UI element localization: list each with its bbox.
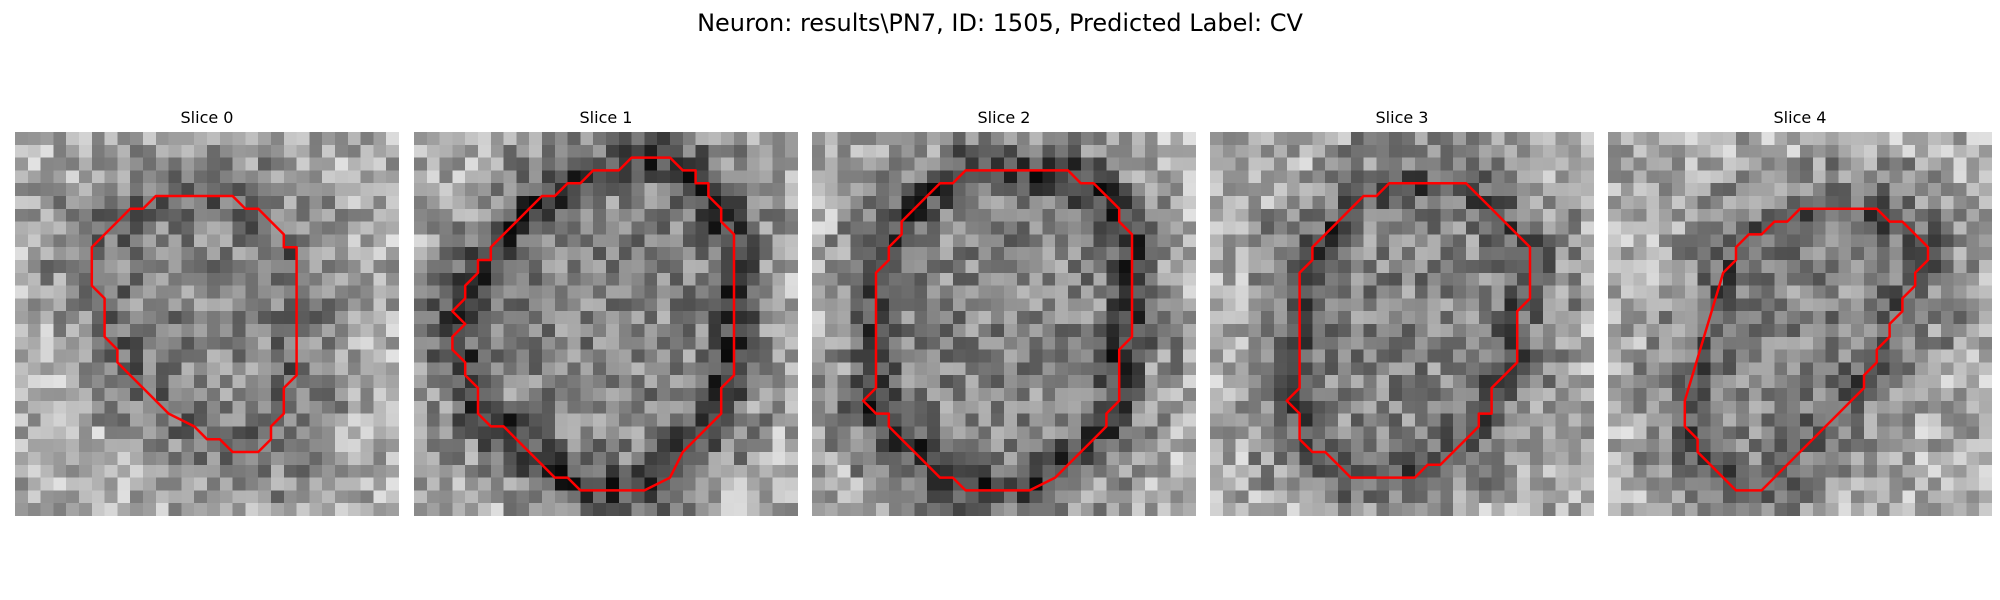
slice-title: Slice 4: [1773, 108, 1827, 127]
segmentation-contour: [1285, 181, 1532, 479]
figure-title: Neuron: results\PN7, ID: 1505, Predicted…: [697, 9, 1303, 37]
grayscale-micrograph: [1210, 132, 1594, 516]
contour-line: [1285, 181, 1532, 479]
slice-title: Slice 2: [977, 108, 1031, 127]
slice-image: [812, 132, 1196, 516]
slice-panel-2: Slice 2: [812, 108, 1196, 516]
contour-line: [861, 169, 1134, 492]
segmentation-contour: [861, 169, 1134, 492]
slice-panel-4: Slice 4: [1608, 108, 1992, 516]
contour-line: [451, 156, 736, 492]
slice-panel-0: Slice 0: [15, 108, 399, 516]
slice-image: [15, 132, 399, 516]
slice-title: Slice 0: [180, 108, 234, 127]
segmentation-contour: [90, 194, 298, 454]
contour-line: [1683, 207, 1930, 492]
segmentation-contour: [451, 156, 736, 492]
slice-title: Slice 3: [1375, 108, 1429, 127]
segmentation-contour: [1683, 207, 1930, 492]
slice-image: [414, 132, 798, 516]
slice-title: Slice 1: [579, 108, 633, 127]
slice-image: [1608, 132, 1992, 516]
slice-image: [1210, 132, 1594, 516]
contour-line: [90, 194, 298, 454]
slice-panel-1: Slice 1: [414, 108, 798, 516]
slice-panel-3: Slice 3: [1210, 108, 1594, 516]
